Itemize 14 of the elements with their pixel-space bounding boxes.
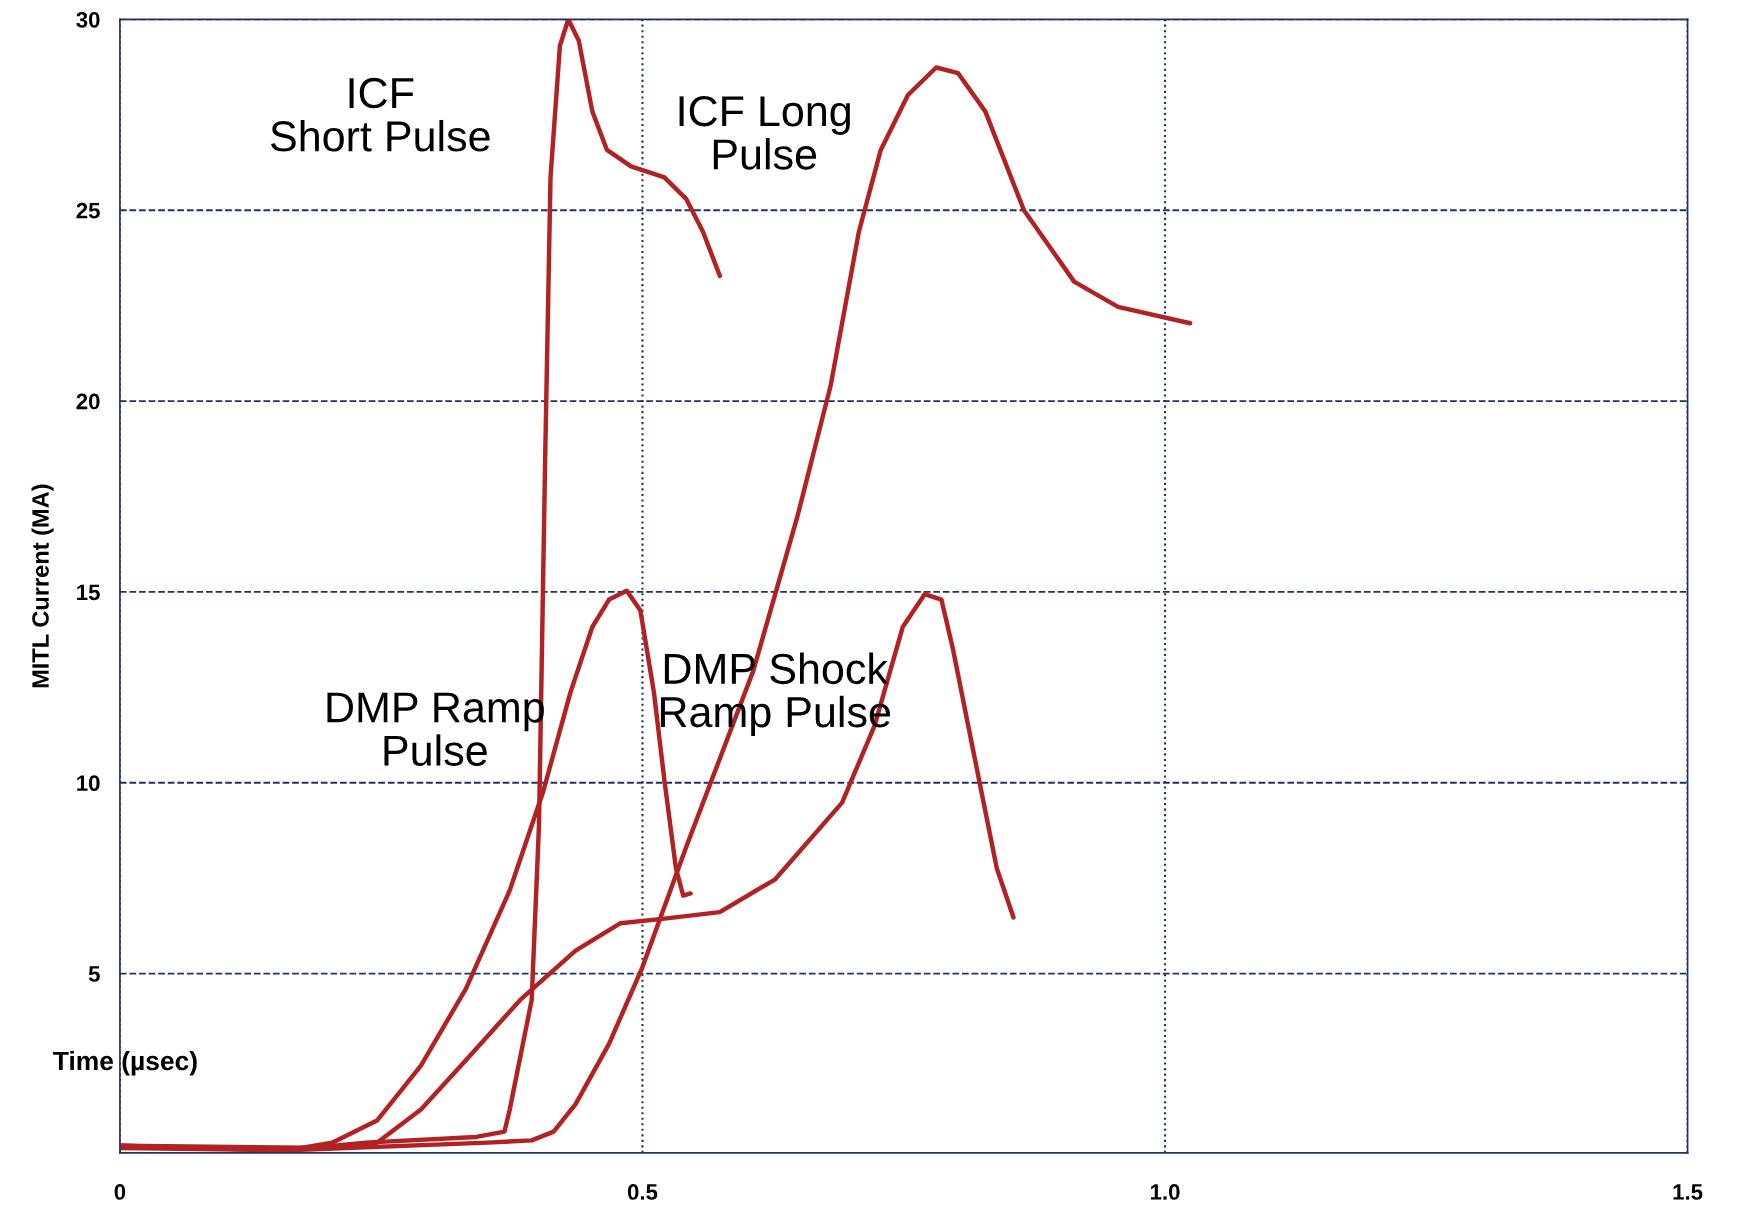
series-label: ICF Short Pulse bbox=[270, 77, 490, 152]
y-tick-label: 30 bbox=[76, 11, 100, 28]
y-tick-label: 15 bbox=[77, 584, 100, 601]
y-axis-title: MITL Current (MA) bbox=[31, 484, 54, 688]
x-tick-label: 0 bbox=[114, 1184, 126, 1200]
x-tick-label: 1.0 bbox=[1150, 1184, 1180, 1200]
y-tick-label: 20 bbox=[76, 393, 100, 410]
y-tick-label: 5 bbox=[88, 966, 100, 982]
x-tick-label: 0.5 bbox=[627, 1184, 658, 1200]
x-axis-title: Time (µsec) bbox=[53, 1050, 197, 1076]
y-tick-label: 10 bbox=[77, 775, 100, 792]
series-label: ICF Long Pulse bbox=[679, 95, 850, 170]
y-tick-label: 25 bbox=[76, 202, 100, 219]
x-tick-label: 1.5 bbox=[1673, 1184, 1703, 1200]
